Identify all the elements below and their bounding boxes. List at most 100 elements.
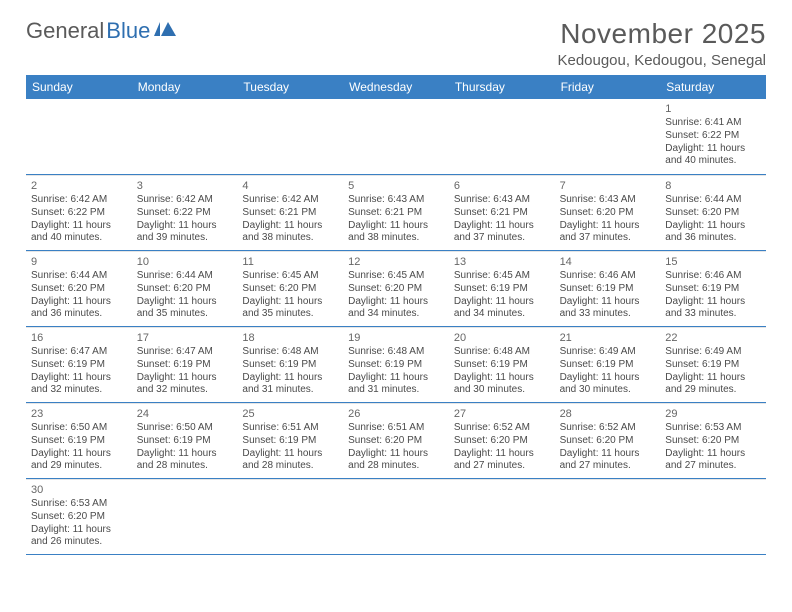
sunrise-line: Sunrise: 6:44 AM	[665, 194, 761, 207]
daylight-line: Daylight: 11 hours and 26 minutes.	[31, 524, 127, 550]
daylight-line: Daylight: 11 hours and 35 minutes.	[242, 296, 338, 322]
sunset-line: Sunset: 6:20 PM	[348, 435, 444, 448]
day-cell	[132, 479, 238, 554]
day-number: 19	[348, 331, 444, 345]
week-row: 1Sunrise: 6:41 AMSunset: 6:22 PMDaylight…	[26, 99, 766, 175]
daylight-line: Daylight: 11 hours and 27 minutes.	[665, 448, 761, 474]
daylight-line: Daylight: 11 hours and 40 minutes.	[31, 220, 127, 246]
sunrise-line: Sunrise: 6:46 AM	[560, 270, 656, 283]
day-number: 12	[348, 255, 444, 269]
day-cell	[660, 479, 766, 554]
day-cell: 30Sunrise: 6:53 AMSunset: 6:20 PMDayligh…	[26, 479, 132, 554]
sunset-line: Sunset: 6:21 PM	[454, 207, 550, 220]
daylight-line: Daylight: 11 hours and 35 minutes.	[137, 296, 233, 322]
sunset-line: Sunset: 6:19 PM	[242, 359, 338, 372]
header-bar: GeneralBlue November 2025 Kedougou, Kedo…	[26, 18, 766, 69]
sunset-line: Sunset: 6:19 PM	[560, 359, 656, 372]
day-cell	[343, 99, 449, 174]
day-number: 21	[560, 331, 656, 345]
sunset-line: Sunset: 6:19 PM	[665, 359, 761, 372]
daylight-line: Daylight: 11 hours and 32 minutes.	[137, 372, 233, 398]
day-number: 10	[137, 255, 233, 269]
sunset-line: Sunset: 6:19 PM	[31, 359, 127, 372]
sunrise-line: Sunrise: 6:42 AM	[137, 194, 233, 207]
day-cell: 10Sunrise: 6:44 AMSunset: 6:20 PMDayligh…	[132, 251, 238, 326]
day-number: 18	[242, 331, 338, 345]
sunrise-line: Sunrise: 6:42 AM	[31, 194, 127, 207]
day-cell	[449, 479, 555, 554]
logo-text-1: General	[26, 18, 104, 44]
day-cell	[343, 479, 449, 554]
day-cell: 21Sunrise: 6:49 AMSunset: 6:19 PMDayligh…	[555, 327, 661, 402]
week-row: 23Sunrise: 6:50 AMSunset: 6:19 PMDayligh…	[26, 403, 766, 479]
sunrise-line: Sunrise: 6:49 AM	[665, 346, 761, 359]
sunrise-line: Sunrise: 6:51 AM	[348, 422, 444, 435]
daylight-line: Daylight: 11 hours and 34 minutes.	[348, 296, 444, 322]
day-number: 25	[242, 407, 338, 421]
day-cell: 22Sunrise: 6:49 AMSunset: 6:19 PMDayligh…	[660, 327, 766, 402]
daylight-line: Daylight: 11 hours and 38 minutes.	[348, 220, 444, 246]
day-number: 16	[31, 331, 127, 345]
day-number: 27	[454, 407, 550, 421]
daylight-line: Daylight: 11 hours and 28 minutes.	[137, 448, 233, 474]
sunset-line: Sunset: 6:20 PM	[560, 435, 656, 448]
sunrise-line: Sunrise: 6:49 AM	[560, 346, 656, 359]
day-cell: 6Sunrise: 6:43 AMSunset: 6:21 PMDaylight…	[449, 175, 555, 250]
day-cell: 15Sunrise: 6:46 AMSunset: 6:19 PMDayligh…	[660, 251, 766, 326]
daylight-line: Daylight: 11 hours and 38 minutes.	[242, 220, 338, 246]
sunrise-line: Sunrise: 6:53 AM	[31, 498, 127, 511]
day-number: 9	[31, 255, 127, 269]
day-cell: 12Sunrise: 6:45 AMSunset: 6:20 PMDayligh…	[343, 251, 449, 326]
sunset-line: Sunset: 6:22 PM	[665, 130, 761, 143]
sunset-line: Sunset: 6:19 PM	[137, 359, 233, 372]
daylight-line: Daylight: 11 hours and 28 minutes.	[348, 448, 444, 474]
daylight-line: Daylight: 11 hours and 28 minutes.	[242, 448, 338, 474]
sunset-line: Sunset: 6:19 PM	[242, 435, 338, 448]
day-number: 5	[348, 179, 444, 193]
day-number: 7	[560, 179, 656, 193]
day-cell: 23Sunrise: 6:50 AMSunset: 6:19 PMDayligh…	[26, 403, 132, 478]
sunrise-line: Sunrise: 6:52 AM	[560, 422, 656, 435]
day-of-week-cell: Tuesday	[237, 75, 343, 99]
sunrise-line: Sunrise: 6:47 AM	[31, 346, 127, 359]
day-cell: 17Sunrise: 6:47 AMSunset: 6:19 PMDayligh…	[132, 327, 238, 402]
day-cell	[555, 99, 661, 174]
day-cell: 4Sunrise: 6:42 AMSunset: 6:21 PMDaylight…	[237, 175, 343, 250]
day-number: 29	[665, 407, 761, 421]
day-cell: 19Sunrise: 6:48 AMSunset: 6:19 PMDayligh…	[343, 327, 449, 402]
day-number: 3	[137, 179, 233, 193]
sunrise-line: Sunrise: 6:50 AM	[31, 422, 127, 435]
day-number: 30	[31, 483, 127, 497]
day-cell	[237, 99, 343, 174]
day-of-week-cell: Wednesday	[343, 75, 449, 99]
sunrise-line: Sunrise: 6:48 AM	[242, 346, 338, 359]
day-cell: 18Sunrise: 6:48 AMSunset: 6:19 PMDayligh…	[237, 327, 343, 402]
day-number: 17	[137, 331, 233, 345]
day-cell: 2Sunrise: 6:42 AMSunset: 6:22 PMDaylight…	[26, 175, 132, 250]
day-cell: 11Sunrise: 6:45 AMSunset: 6:20 PMDayligh…	[237, 251, 343, 326]
day-cell: 20Sunrise: 6:48 AMSunset: 6:19 PMDayligh…	[449, 327, 555, 402]
sunset-line: Sunset: 6:22 PM	[137, 207, 233, 220]
daylight-line: Daylight: 11 hours and 37 minutes.	[560, 220, 656, 246]
daylight-line: Daylight: 11 hours and 36 minutes.	[31, 296, 127, 322]
day-number: 28	[560, 407, 656, 421]
daylight-line: Daylight: 11 hours and 31 minutes.	[242, 372, 338, 398]
day-cell	[26, 99, 132, 174]
day-cell: 5Sunrise: 6:43 AMSunset: 6:21 PMDaylight…	[343, 175, 449, 250]
day-of-week-cell: Monday	[132, 75, 238, 99]
day-of-week-cell: Sunday	[26, 75, 132, 99]
sunrise-line: Sunrise: 6:51 AM	[242, 422, 338, 435]
sunrise-line: Sunrise: 6:53 AM	[665, 422, 761, 435]
day-number: 6	[454, 179, 550, 193]
day-cell: 14Sunrise: 6:46 AMSunset: 6:19 PMDayligh…	[555, 251, 661, 326]
logo-flag-icon	[154, 22, 176, 38]
sunrise-line: Sunrise: 6:50 AM	[137, 422, 233, 435]
week-row: 9Sunrise: 6:44 AMSunset: 6:20 PMDaylight…	[26, 251, 766, 327]
daylight-line: Daylight: 11 hours and 34 minutes.	[454, 296, 550, 322]
daylight-line: Daylight: 11 hours and 33 minutes.	[560, 296, 656, 322]
sunset-line: Sunset: 6:20 PM	[31, 511, 127, 524]
daylight-line: Daylight: 11 hours and 39 minutes.	[137, 220, 233, 246]
day-number: 8	[665, 179, 761, 193]
day-cell: 1Sunrise: 6:41 AMSunset: 6:22 PMDaylight…	[660, 99, 766, 174]
week-row: 16Sunrise: 6:47 AMSunset: 6:19 PMDayligh…	[26, 327, 766, 403]
